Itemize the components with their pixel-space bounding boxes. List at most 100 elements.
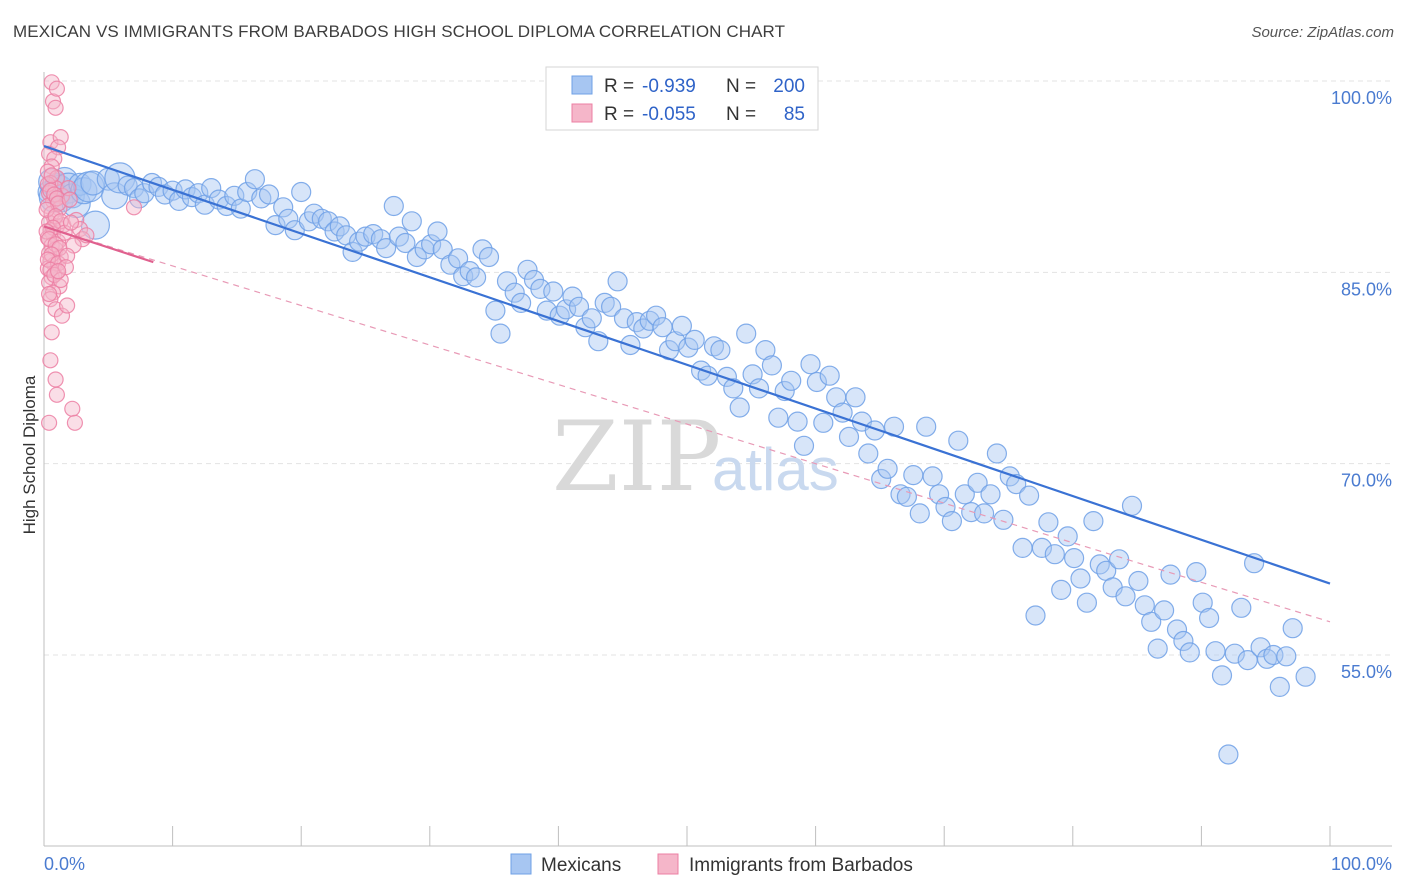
- point-mexicans-143: [928, 484, 950, 505]
- point-mexicans-174: [1128, 570, 1149, 592]
- point-barbados-81: [40, 285, 58, 303]
- point-mexicans-146: [948, 430, 969, 451]
- trend-line-barbados-solid: [43, 225, 154, 264]
- axes: [43, 72, 1392, 847]
- point-barbados-84: [49, 263, 67, 280]
- point-mexicans-190: [1231, 597, 1252, 618]
- point-mexicans-165: [1070, 568, 1091, 589]
- point-mexicans-89: [581, 308, 602, 329]
- point-mexicans-184: [1192, 592, 1213, 613]
- point-mexicans-133: [864, 420, 885, 441]
- point-mexicans-39: [258, 184, 280, 205]
- point-mexicans-130: [845, 387, 866, 408]
- y-tick-label-0: 100.0%: [1331, 88, 1392, 108]
- point-mexicans-163: [1057, 526, 1078, 547]
- x-tick-label-max: 100.0%: [1331, 854, 1392, 874]
- point-mexicans-140: [909, 503, 930, 524]
- point-mexicans-113: [736, 323, 757, 344]
- point-mexicans-112: [729, 397, 750, 418]
- point-mexicans-149: [967, 472, 988, 493]
- point-mexicans-177: [1147, 638, 1168, 659]
- point-mexicans-79: [517, 259, 538, 280]
- point-mexicans-48: [318, 211, 339, 232]
- source-label: Source: ZipAtlas.com: [1251, 24, 1394, 41]
- point-mexicans-92: [600, 296, 622, 317]
- y-tick-label-1: 85.0%: [1341, 279, 1392, 299]
- watermark: ZIP atlas: [552, 401, 839, 513]
- point-mexicans-121: [787, 411, 808, 432]
- point-mexicans-153: [993, 509, 1014, 530]
- point-mexicans-194: [1256, 648, 1278, 669]
- point-barbados-82: [58, 297, 76, 314]
- point-mexicans-139: [903, 465, 924, 486]
- point-barbados-3: [47, 99, 64, 116]
- point-mexicans-64: [421, 234, 442, 255]
- point-mexicans-150: [973, 503, 995, 524]
- point-mexicans-122: [793, 435, 815, 456]
- trend-line-barbados-dashed: [43, 225, 1331, 623]
- legend-n-value-0: 200: [773, 76, 805, 97]
- point-mexicans-185: [1198, 607, 1220, 629]
- point-barbados-5: [52, 129, 69, 146]
- bottom-legend-swatch-barbados: [657, 853, 679, 875]
- point-mexicans-73: [478, 246, 500, 268]
- bottom-legend-label-mexicans: Mexicans: [541, 855, 621, 876]
- point-mexicans-58: [383, 195, 404, 217]
- point-mexicans-171: [1108, 549, 1130, 570]
- y-tick-label-2: 70.0%: [1341, 471, 1392, 491]
- legend-r-label-1: R =: [604, 104, 634, 125]
- point-mexicans-75: [490, 323, 511, 344]
- bottom-legend-label-barbados: Immigrants from Barbados: [689, 855, 913, 876]
- chart-title: MEXICAN VS IMMIGRANTS FROM BARBADOS HIGH…: [13, 22, 786, 41]
- watermark-zip: ZIP: [552, 401, 721, 513]
- y-axis-label: High School Diploma: [20, 375, 39, 534]
- point-mexicans-199: [1295, 666, 1316, 687]
- point-mexicans-105: [684, 329, 705, 350]
- point-mexicans-109: [710, 340, 731, 361]
- point-barbados-47: [64, 400, 81, 417]
- point-mexicans-13: [80, 170, 106, 196]
- point-mexicans-135: [877, 458, 898, 479]
- y-tick-labels: 100.0% 85.0% 70.0% 55.0%: [1331, 88, 1392, 682]
- point-mexicans-116: [755, 340, 776, 361]
- point-barbados-49: [66, 414, 84, 431]
- point-mexicans-151: [980, 484, 1001, 505]
- point-barbados-77: [60, 180, 77, 197]
- x-ticks: [43, 826, 1331, 846]
- point-mexicans-181: [1173, 630, 1194, 652]
- legend-swatch-barbados: [571, 103, 593, 123]
- point-mexicans-142: [922, 466, 943, 487]
- point-barbados-2: [48, 80, 66, 97]
- point-mexicans-158: [1025, 605, 1046, 626]
- point-mexicans-129: [838, 426, 860, 447]
- point-barbados-46: [48, 386, 66, 403]
- point-mexicans-182: [1179, 642, 1200, 663]
- point-barbados-43: [43, 324, 60, 341]
- legend-r-value-1: -0.055: [642, 104, 696, 125]
- point-mexicans-118: [768, 407, 789, 428]
- point-mexicans-157: [1018, 485, 1040, 506]
- point-mexicans-85: [555, 299, 577, 320]
- point-barbados-45: [47, 371, 64, 388]
- point-mexicans-152: [986, 443, 1008, 464]
- point-mexicans-193: [1250, 637, 1271, 658]
- bottom-legend-swatch-mexicans: [510, 853, 532, 875]
- point-mexicans-180: [1166, 619, 1188, 640]
- legend-n-label-0: N =: [726, 76, 756, 97]
- point-barbados-71: [71, 220, 89, 238]
- point-mexicans-125: [813, 412, 834, 433]
- point-mexicans-188: [1218, 744, 1239, 765]
- point-mexicans-120: [781, 370, 802, 391]
- point-mexicans-132: [858, 443, 879, 464]
- watermark-atlas: atlas: [712, 436, 839, 503]
- legend-r-value-0: -0.939: [642, 76, 696, 97]
- point-mexicans-141: [916, 416, 937, 437]
- point-mexicans-123: [800, 354, 821, 375]
- point-mexicans-186: [1205, 641, 1226, 662]
- point-mexicans-167: [1083, 510, 1104, 532]
- point-mexicans-87: [568, 296, 590, 317]
- point-barbados-74: [62, 214, 80, 231]
- point-mexicans-166: [1076, 592, 1098, 613]
- point-barbados-53: [48, 190, 66, 207]
- point-mexicans-76: [496, 271, 518, 292]
